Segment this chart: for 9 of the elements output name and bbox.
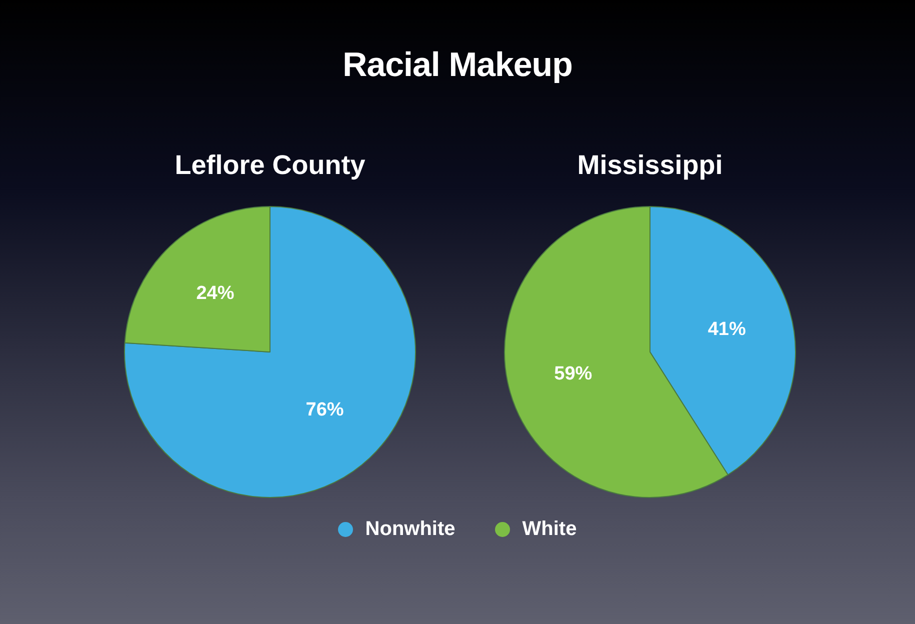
data-label: 24% xyxy=(196,282,234,304)
chart-title: Leflore County xyxy=(174,150,366,182)
data-label: 59% xyxy=(554,364,592,385)
data-label: 41% xyxy=(708,318,746,340)
legend-label: White xyxy=(522,518,577,541)
chart-title: Mississippi xyxy=(576,150,724,182)
text: Racial Makeup xyxy=(342,46,574,85)
slice-label: Nonwhite xyxy=(365,518,456,541)
data-label: 76% xyxy=(306,400,344,421)
